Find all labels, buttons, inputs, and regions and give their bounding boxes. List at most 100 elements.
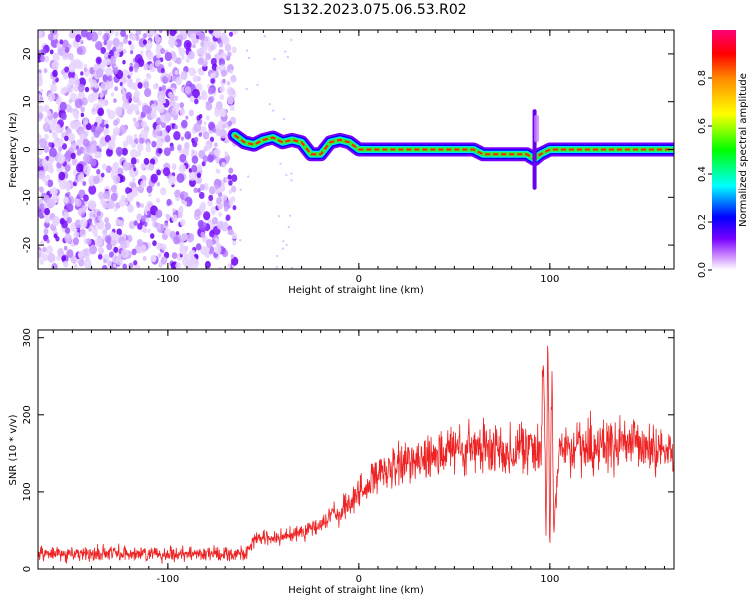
noise-speck bbox=[113, 119, 119, 127]
noise-speck bbox=[171, 252, 178, 260]
noise-speck bbox=[96, 221, 103, 230]
noise-speck bbox=[72, 237, 80, 246]
noise-speck bbox=[59, 101, 67, 111]
noise-speck bbox=[59, 39, 64, 45]
noise-speck bbox=[43, 68, 48, 74]
noise-speck bbox=[196, 172, 202, 178]
noise-speck bbox=[185, 115, 189, 120]
spectrogram-ytick-label: 10 bbox=[22, 95, 33, 108]
noise-speck bbox=[192, 75, 199, 83]
faint-speck bbox=[281, 247, 285, 250]
noise-speck bbox=[98, 143, 103, 149]
noise-speck bbox=[45, 174, 51, 180]
noise-speck bbox=[104, 234, 112, 244]
noise-speck bbox=[130, 50, 134, 55]
noise-speck bbox=[103, 40, 108, 46]
noise-speck bbox=[122, 140, 128, 148]
noise-speck bbox=[179, 108, 185, 116]
noise-speck bbox=[227, 174, 232, 180]
noise-speck bbox=[75, 79, 81, 86]
noise-speck bbox=[88, 218, 93, 224]
noise-speck bbox=[211, 63, 218, 71]
noise-speck bbox=[38, 30, 43, 39]
noise-speck bbox=[179, 218, 186, 227]
noise-speck bbox=[188, 109, 194, 117]
noise-speck bbox=[88, 227, 92, 232]
noise-speck bbox=[55, 127, 60, 134]
snr-panel: -100 0 100 0 100 200 300 Height of straight li… bbox=[8, 328, 675, 596]
noise-speck bbox=[113, 175, 121, 185]
noise-speck bbox=[128, 66, 134, 72]
noise-speck bbox=[100, 81, 108, 92]
noise-speck bbox=[227, 263, 231, 268]
noise-speck bbox=[81, 204, 88, 212]
noise-speck bbox=[62, 39, 69, 49]
noise-speck bbox=[173, 235, 180, 245]
snr-ytick-label: 0 bbox=[22, 566, 33, 572]
faint-speck bbox=[273, 57, 276, 61]
faint-speck bbox=[245, 87, 248, 91]
noise-speck bbox=[216, 101, 223, 111]
noise-speck bbox=[44, 207, 51, 216]
noise-speck bbox=[142, 39, 147, 45]
noise-speck bbox=[134, 121, 140, 128]
noise-speck bbox=[214, 142, 218, 148]
noise-speck bbox=[80, 106, 85, 113]
noise-speck bbox=[95, 40, 103, 51]
noise-speck bbox=[130, 103, 135, 110]
noise-speck bbox=[134, 67, 139, 73]
noise-speck bbox=[38, 105, 44, 113]
noise-speck bbox=[140, 50, 144, 55]
spectrogram-ytick-label: -10 bbox=[22, 189, 33, 205]
noise-speck bbox=[181, 55, 185, 60]
noise-speck bbox=[74, 74, 78, 79]
noise-speck bbox=[82, 117, 89, 125]
noise-speck bbox=[94, 121, 98, 127]
noise-speck bbox=[133, 220, 138, 226]
noise-speck bbox=[38, 146, 44, 156]
spectrogram-y-label: Frequency (Hz) bbox=[8, 112, 19, 188]
noise-speck bbox=[108, 203, 113, 209]
noise-speck bbox=[219, 128, 228, 139]
noise-speck bbox=[70, 134, 75, 140]
noise-speck bbox=[79, 38, 83, 44]
noise-speck bbox=[106, 108, 110, 114]
noise-speck bbox=[189, 255, 197, 265]
noise-speck bbox=[62, 260, 69, 268]
noise-speck bbox=[163, 147, 171, 157]
noise-speck bbox=[167, 39, 173, 46]
colorbar-label: Normalized spectral amplitude bbox=[738, 73, 749, 227]
noise-speck bbox=[157, 253, 161, 258]
noise-speck bbox=[47, 92, 56, 102]
noise-speck bbox=[69, 78, 75, 86]
noise-speck bbox=[196, 176, 203, 184]
noise-speck bbox=[188, 171, 197, 181]
noise-speck bbox=[158, 86, 163, 92]
noise-speck bbox=[111, 239, 117, 247]
noise-speck bbox=[76, 149, 82, 156]
noise-speck bbox=[46, 110, 52, 117]
noise-speck bbox=[38, 170, 45, 180]
noise-speck bbox=[64, 164, 71, 172]
noise-speck bbox=[92, 175, 100, 185]
noise-speck bbox=[189, 95, 195, 103]
noise-speck bbox=[150, 173, 158, 183]
noise-speck bbox=[58, 145, 63, 152]
noise-speck bbox=[66, 203, 74, 212]
noise-speck bbox=[121, 147, 128, 156]
noise-speck bbox=[65, 185, 71, 192]
noise-speck bbox=[52, 119, 57, 125]
noise-speck bbox=[175, 76, 183, 86]
noise-speck bbox=[123, 160, 128, 167]
noise-speck bbox=[205, 102, 213, 111]
ridge-core bbox=[234, 134, 674, 161]
noise-speck bbox=[194, 208, 201, 217]
noise-speck bbox=[184, 130, 192, 140]
noise-speck bbox=[43, 55, 50, 63]
noise-speck bbox=[65, 150, 73, 160]
noise-speck bbox=[157, 103, 165, 114]
noise-speck bbox=[198, 191, 205, 200]
noise-speck bbox=[64, 46, 70, 54]
noise-speck bbox=[86, 238, 92, 245]
noise-speck bbox=[90, 146, 95, 152]
